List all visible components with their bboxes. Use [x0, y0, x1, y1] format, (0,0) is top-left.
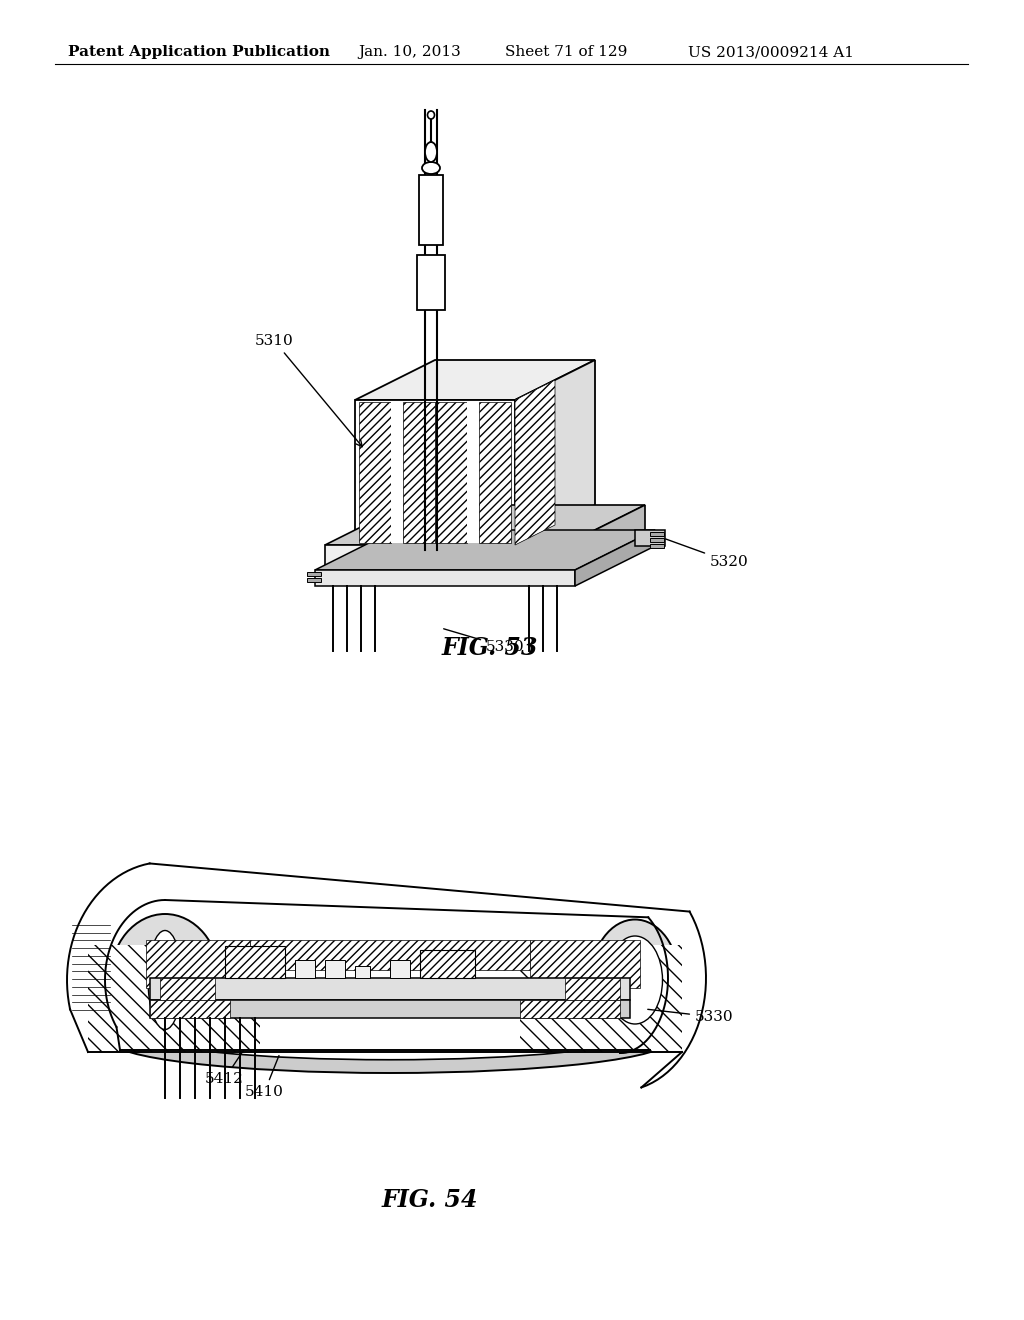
- Bar: [467, 403, 479, 543]
- Ellipse shape: [110, 913, 220, 1045]
- Polygon shape: [515, 380, 555, 545]
- Ellipse shape: [607, 936, 663, 1024]
- Bar: [419, 176, 443, 246]
- Bar: [150, 1001, 630, 1018]
- Text: 5310: 5310: [255, 334, 362, 446]
- Polygon shape: [315, 531, 655, 570]
- Polygon shape: [165, 894, 635, 1038]
- Text: Jan. 10, 2013: Jan. 10, 2013: [358, 45, 461, 59]
- Text: 5330: 5330: [648, 1010, 733, 1024]
- Ellipse shape: [148, 1010, 632, 1060]
- Bar: [160, 978, 215, 1001]
- Polygon shape: [250, 940, 530, 970]
- Ellipse shape: [591, 920, 679, 1040]
- Bar: [435, 403, 467, 543]
- Polygon shape: [315, 570, 575, 586]
- Ellipse shape: [110, 1007, 670, 1073]
- Polygon shape: [325, 506, 645, 545]
- Bar: [420, 950, 475, 978]
- Polygon shape: [635, 531, 665, 546]
- Bar: [150, 978, 630, 1001]
- Text: 5320: 5320: [666, 539, 749, 569]
- Text: 5412: 5412: [205, 1051, 244, 1086]
- Bar: [391, 403, 403, 543]
- Bar: [307, 578, 321, 582]
- Bar: [325, 960, 345, 978]
- Polygon shape: [565, 506, 645, 570]
- Ellipse shape: [427, 111, 434, 119]
- Bar: [650, 544, 664, 548]
- Polygon shape: [520, 945, 682, 1052]
- Ellipse shape: [422, 162, 440, 174]
- Bar: [225, 946, 285, 978]
- Polygon shape: [575, 531, 655, 586]
- Text: FIG. 54: FIG. 54: [382, 1188, 478, 1212]
- Bar: [307, 572, 321, 576]
- Text: Sheet 71 of 129: Sheet 71 of 129: [505, 45, 628, 59]
- Bar: [650, 532, 664, 536]
- Polygon shape: [355, 400, 515, 545]
- Bar: [479, 403, 511, 543]
- Polygon shape: [146, 940, 250, 987]
- Bar: [390, 960, 410, 978]
- Polygon shape: [515, 360, 595, 545]
- Bar: [650, 539, 664, 543]
- Bar: [359, 403, 391, 543]
- Bar: [417, 255, 445, 310]
- Polygon shape: [325, 545, 565, 570]
- Bar: [295, 960, 315, 978]
- Text: 5410: 5410: [245, 1056, 284, 1100]
- Text: Patent Application Publication: Patent Application Publication: [68, 45, 330, 59]
- Polygon shape: [88, 945, 260, 1052]
- Bar: [403, 403, 435, 543]
- Text: FIG. 53: FIG. 53: [441, 636, 539, 660]
- Bar: [520, 1001, 620, 1018]
- Polygon shape: [355, 360, 595, 400]
- Ellipse shape: [425, 143, 437, 162]
- Polygon shape: [530, 940, 640, 987]
- Ellipse shape: [148, 931, 182, 1030]
- Text: US 2013/0009214 A1: US 2013/0009214 A1: [688, 45, 854, 59]
- Text: 5330: 5330: [443, 628, 524, 653]
- Bar: [355, 966, 370, 978]
- Bar: [150, 1001, 230, 1018]
- Bar: [565, 978, 620, 1001]
